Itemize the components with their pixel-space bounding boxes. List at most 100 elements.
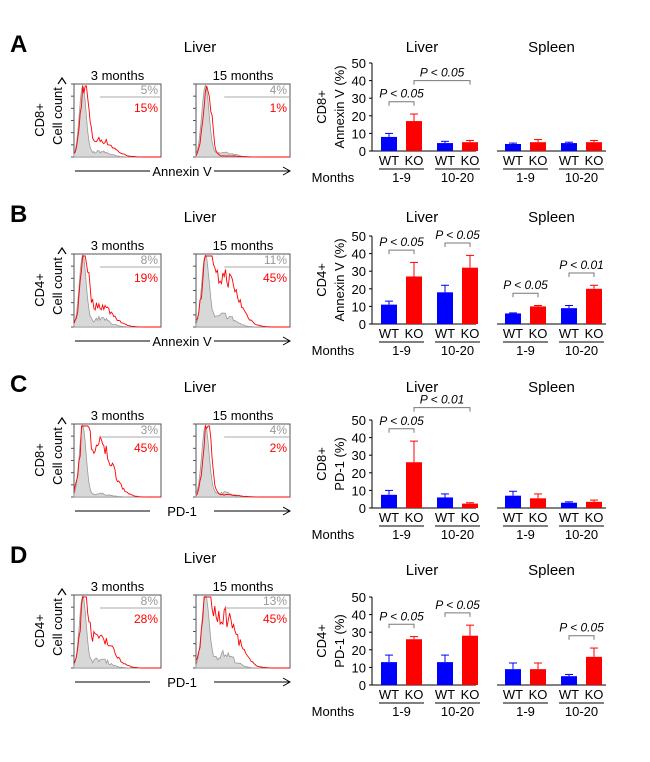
facet-title: Spleen [528, 562, 575, 579]
histogram-timepoint-label: 3 months [91, 408, 145, 423]
marker-label-bg [150, 673, 214, 689]
months-group-label: 1-9 [516, 704, 535, 719]
bar-ko [530, 142, 546, 151]
panel-letter: B [10, 201, 27, 228]
months-group-label: 1-9 [392, 343, 411, 358]
y-tick-label: 0 [359, 501, 366, 516]
bar-wt [381, 662, 397, 685]
significance-bracket [568, 635, 595, 640]
p-value-label: P < 0.05 [435, 598, 480, 612]
bar-ko [586, 288, 602, 324]
series-label: WT [379, 510, 399, 525]
y-axis-label: PD-1 (%) [332, 614, 347, 667]
p-value-label: P < 0.05 [559, 621, 604, 635]
series-label: KO [529, 687, 548, 702]
significance-bracket [388, 101, 415, 106]
months-group-label: 10-20 [565, 170, 598, 185]
y-tick-label: 0 [359, 678, 366, 693]
y-tick-label: 50 [352, 229, 366, 244]
control-percentage: 11% [264, 253, 287, 267]
series-label: WT [559, 687, 579, 702]
series-label: WT [379, 326, 399, 341]
series-label: KO [461, 510, 480, 525]
y-tick-label: 10 [352, 299, 366, 314]
control-percentage: 8% [141, 594, 159, 608]
bar-wt [381, 136, 397, 151]
p-value-label: P < 0.05 [420, 66, 465, 80]
marker-label: PD-1 [167, 675, 197, 690]
months-group-label: 10-20 [441, 343, 474, 358]
cell-count-arrow-icon [57, 587, 67, 596]
y-tick-label: 20 [352, 109, 366, 124]
bar-wt [561, 676, 577, 685]
series-label: WT [379, 153, 399, 168]
y-tick-label: 50 [352, 413, 366, 428]
bar-wt [505, 495, 521, 508]
histogram-cell-type-label: CD4+ [32, 614, 47, 648]
y-tick-label: 30 [352, 448, 366, 463]
y-tick-label: 30 [352, 625, 366, 640]
months-group-label: 10-20 [565, 704, 598, 719]
ko-histogram [73, 85, 161, 158]
bar-ko [406, 639, 422, 685]
bar-ko [406, 276, 422, 324]
y-tick-label: 10 [352, 483, 366, 498]
months-group-label: 1-9 [392, 170, 411, 185]
marker-arrow-icon [282, 166, 292, 176]
panel-letter: C [10, 371, 27, 398]
series-label: KO [585, 326, 604, 341]
series-label: KO [529, 510, 548, 525]
months-group-label: 1-9 [516, 170, 535, 185]
series-label: WT [379, 687, 399, 702]
histogram-timepoint-label: 15 months [213, 408, 274, 423]
bar-wt [437, 292, 453, 324]
series-label: KO [405, 510, 424, 525]
control-percentage: 4% [270, 83, 288, 97]
bar-ko [586, 142, 602, 151]
control-percentage: 4% [270, 423, 288, 437]
control-percentage: 13% [263, 594, 287, 608]
bar-cell-type-label: CD4+ [314, 624, 329, 658]
y-tick-label: 10 [352, 126, 366, 141]
significance-bracket [444, 612, 471, 617]
y-tick-label: 50 [352, 590, 366, 605]
facet-title: Liver [406, 39, 439, 56]
bar-chart: CD8+ PD-1 (%) 0 10 20 30 40 50 Months Liver WT KO 1-… [312, 379, 606, 542]
series-label: KO [405, 326, 424, 341]
cell-count-label: Cell count [50, 598, 65, 656]
marker-arrow-icon [282, 336, 292, 346]
marker-arrow-icon [282, 506, 292, 516]
significance-bracket [413, 80, 471, 85]
ko-histogram [195, 255, 290, 328]
significance-bracket [444, 242, 471, 248]
bar-wt [561, 143, 577, 151]
cell-count-label: Cell count [50, 427, 65, 485]
months-group-label: 10-20 [441, 527, 474, 542]
histogram-tissue-title: Liver [184, 39, 217, 56]
bar-wt [561, 502, 577, 508]
y-axis-label: Annexin V (%) [332, 238, 347, 321]
ko-percentage: 1% [270, 101, 288, 115]
bar-ko [462, 142, 478, 151]
bar-ko [530, 306, 546, 324]
histogram-tissue-title: Liver [184, 209, 217, 226]
bar-wt [437, 143, 453, 151]
histogram-tissue-title: Liver [184, 379, 217, 396]
ko-percentage: 45% [134, 441, 158, 455]
months-group-label: 1-9 [516, 527, 535, 542]
cell-count-arrow-icon [57, 416, 67, 425]
bar-wt [561, 308, 577, 324]
ko-histogram [73, 255, 161, 328]
bar-wt [381, 304, 397, 324]
months-group-label: 1-9 [516, 343, 535, 358]
ko-percentage: 15% [134, 101, 158, 115]
y-tick-label: 40 [352, 247, 366, 262]
significance-bracket [388, 249, 415, 255]
bar-ko [586, 501, 602, 508]
histogram-timepoint-label: 15 months [213, 238, 274, 253]
bar-wt [505, 143, 521, 151]
bar-wt [437, 497, 453, 508]
cell-count-arrow-icon [57, 76, 67, 85]
